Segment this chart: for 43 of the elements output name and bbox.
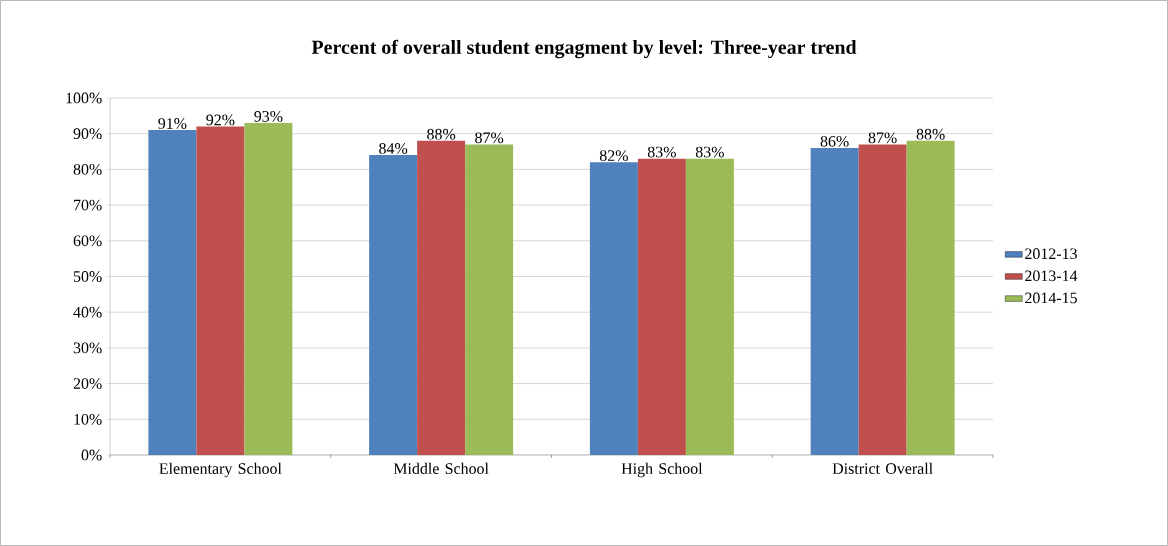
y-tick-label: 40% xyxy=(73,306,102,318)
bar xyxy=(417,140,466,455)
data-label: 88% xyxy=(427,128,456,140)
x-tick-label: District Overall xyxy=(832,462,933,474)
y-tick-label: 100% xyxy=(66,92,102,104)
data-label: 87% xyxy=(475,132,504,144)
legend-label: 2012-13 xyxy=(1025,248,1077,260)
bar xyxy=(685,158,734,455)
x-tick-label: Middle School xyxy=(393,462,489,474)
y-tick-label: 90% xyxy=(73,128,102,140)
data-label: 92% xyxy=(206,114,235,126)
data-label: 86% xyxy=(820,135,849,147)
legend-label: 2013-14 xyxy=(1025,270,1078,282)
y-tick-label: 60% xyxy=(73,235,102,247)
legend-label: 2014-15 xyxy=(1025,292,1077,304)
y-tick-label: 10% xyxy=(74,413,102,425)
bar xyxy=(148,130,197,455)
data-label: 83% xyxy=(647,146,676,158)
y-tick-label: 20% xyxy=(73,378,102,389)
bar xyxy=(369,155,418,455)
y-tick-label: 80% xyxy=(73,163,102,175)
y-tick-label: 0% xyxy=(81,449,102,461)
data-label: 87% xyxy=(868,132,897,144)
bar xyxy=(858,144,907,455)
bar xyxy=(906,140,955,455)
chart-title: Percent of overall student engagment by level: Three-year trend xyxy=(311,39,857,59)
data-label: 84% xyxy=(379,143,408,154)
bar xyxy=(465,144,514,455)
x-tick-label: Elementary School xyxy=(159,462,282,478)
bar xyxy=(196,126,245,455)
x-tick-label: High School xyxy=(621,462,703,478)
y-tick-label: 30% xyxy=(73,342,102,354)
bar xyxy=(244,122,293,455)
data-label: 93% xyxy=(254,110,283,122)
bar xyxy=(637,158,686,455)
bar xyxy=(589,162,638,455)
y-tick-label: 50% xyxy=(73,271,102,282)
data-label: 91% xyxy=(158,118,187,129)
data-label: 88% xyxy=(916,128,945,140)
data-label: 83% xyxy=(695,146,724,158)
y-tick-label: 70% xyxy=(74,199,102,211)
data-label: 82% xyxy=(599,150,628,162)
bar xyxy=(810,147,859,455)
